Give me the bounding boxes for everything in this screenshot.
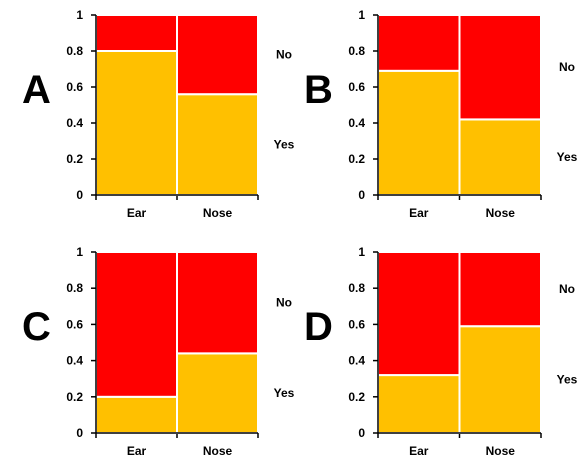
- legend-label-yes: Yes: [274, 138, 295, 152]
- legend-label-no: No: [276, 48, 292, 62]
- legend-label-no: No: [276, 296, 292, 310]
- y-tick-label: 1: [76, 8, 83, 22]
- bar-ear-no: [377, 251, 461, 377]
- legend-label-no: No: [559, 282, 575, 296]
- y-tick-label: 0: [358, 188, 365, 202]
- y-tick-label: 1: [76, 245, 83, 259]
- y-tick-label: 0: [76, 188, 83, 202]
- y-tick-label: 0.8: [348, 44, 365, 58]
- bar-ear-no: [377, 14, 461, 72]
- y-tick-label: 0.6: [348, 80, 365, 94]
- panel-label: A: [22, 68, 51, 112]
- bar-ear-no: [95, 251, 178, 398]
- y-tick-label: 0.6: [66, 80, 83, 94]
- y-tick-label: 0: [76, 426, 83, 440]
- bar-nose-yes: [176, 93, 259, 196]
- y-tick-label: 0: [358, 426, 365, 440]
- chart-panel-c: Ear Nose 0 0.2 0.4 0.6 0.8 1 C Yes No: [22, 245, 295, 458]
- bar-ear-yes: [377, 374, 461, 434]
- x-tick-label-nose: Nose: [486, 444, 516, 458]
- chart-panel-b: Ear Nose 0 0.2 0.4 0.6 0.8 1 B Yes No: [304, 8, 578, 220]
- y-tick-label: 0.2: [66, 390, 83, 404]
- legend-label-yes: Yes: [274, 386, 295, 400]
- y-tick-label: 0.4: [66, 354, 83, 368]
- x-tick-label-nose: Nose: [486, 206, 516, 220]
- bar-nose-yes: [458, 118, 542, 196]
- y-tick-label: 0.6: [348, 317, 365, 331]
- y-tick-label: 0.4: [348, 354, 365, 368]
- y-tick-label: 0.2: [348, 152, 365, 166]
- y-tick-label: 0.4: [348, 116, 365, 130]
- bar-nose-yes: [458, 325, 542, 434]
- bar-ear-yes: [95, 50, 178, 196]
- bar-nose-no: [458, 14, 542, 121]
- x-tick-label-nose: Nose: [203, 206, 233, 220]
- x-tick-label-ear: Ear: [127, 444, 147, 458]
- x-tick-label-ear: Ear: [127, 206, 147, 220]
- bar-ear-no: [95, 14, 178, 52]
- y-tick-label: 1: [358, 8, 365, 22]
- chart-panel-d: Ear Nose 0 0.2 0.4 0.6 0.8 1 D Yes No: [304, 245, 578, 458]
- bar-nose-yes: [176, 352, 259, 434]
- bar-nose-no: [176, 251, 259, 355]
- y-tick-label: 0.4: [66, 116, 83, 130]
- panel-label: B: [304, 68, 333, 112]
- bar-ear-yes: [95, 395, 178, 434]
- y-tick-label: 0.2: [348, 390, 365, 404]
- y-tick-label: 0.8: [66, 44, 83, 58]
- legend-label-yes: Yes: [557, 150, 578, 164]
- x-tick-label-nose: Nose: [203, 444, 233, 458]
- y-tick-label: 0.6: [66, 317, 83, 331]
- x-tick-label-ear: Ear: [409, 206, 429, 220]
- y-tick-label: 1: [358, 245, 365, 259]
- x-tick-label-ear: Ear: [409, 444, 429, 458]
- bar-ear-yes: [377, 69, 461, 196]
- y-tick-label: 0.2: [66, 152, 83, 166]
- panel-label: D: [304, 305, 333, 349]
- bar-nose-no: [458, 251, 542, 328]
- y-tick-label: 0.8: [66, 281, 83, 295]
- legend-label-no: No: [559, 60, 575, 74]
- y-tick-label: 0.8: [348, 281, 365, 295]
- panel-label: C: [22, 305, 51, 349]
- legend-label-yes: Yes: [557, 373, 578, 387]
- bar-nose-no: [176, 14, 259, 96]
- chart-panel-a: Ear Nose 0 0.2 0.4 0.6 0.8 1 A Yes No: [22, 8, 295, 220]
